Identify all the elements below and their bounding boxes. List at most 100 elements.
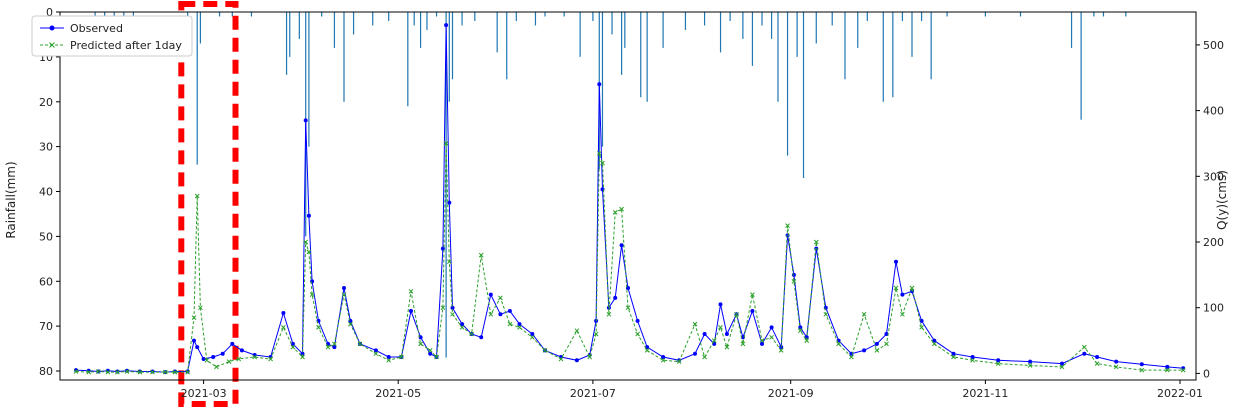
observed-point: [201, 357, 206, 361]
predicted-point: [124, 369, 130, 374]
predicted-point: [191, 315, 197, 320]
observed-point: [332, 345, 337, 350]
predicted-point: [919, 325, 924, 330]
rainfall-bar: [1093, 12, 1095, 17]
rainfall-bar: [984, 12, 986, 17]
rainfall-bar: [563, 12, 565, 17]
observed-point: [1060, 361, 1064, 366]
left-tick-label: 20: [39, 96, 53, 109]
predicted-point: [724, 344, 730, 350]
rainfall-bar: [771, 12, 773, 39]
observed-point: [791, 272, 796, 277]
predicted-point: [507, 321, 513, 327]
rainfall-bar: [113, 12, 115, 17]
predicted-point: [660, 357, 666, 363]
predicted-point: [606, 311, 612, 317]
observed-point: [574, 358, 579, 363]
predicted-point: [574, 328, 580, 334]
predicted-point: [517, 325, 522, 330]
predicted-point: [418, 341, 423, 347]
x-tick-label: 2021-05: [375, 387, 421, 400]
rainfall-bar: [930, 12, 932, 80]
predicted-point: [488, 311, 494, 317]
predicted-point: [162, 369, 168, 375]
observed-point: [1028, 359, 1033, 364]
observed-point: [386, 355, 391, 359]
predicted-point: [778, 348, 784, 353]
observed-point: [1139, 362, 1144, 367]
rainfall-bar: [624, 12, 626, 48]
legend-predicted-label: Predicted after 1day: [70, 39, 182, 52]
predicted-point: [900, 311, 905, 317]
predicted-point: [443, 141, 449, 146]
right-tick-label: 300: [1203, 170, 1224, 183]
observed-point: [230, 341, 235, 346]
predicted-point: [172, 369, 178, 375]
predicted-point: [325, 344, 331, 350]
rainfall-bar: [592, 12, 594, 21]
observed-point: [798, 325, 803, 330]
predicted-point: [226, 359, 232, 364]
left-tick-label: 80: [39, 365, 53, 378]
predicted-point: [542, 348, 548, 353]
right-tick-label: 0: [1203, 367, 1210, 380]
rainfall-bar: [321, 12, 323, 17]
rainfall-bar: [506, 12, 508, 80]
rainfall-bar: [796, 12, 798, 57]
rainfall-bar: [104, 12, 106, 17]
rainfall-bar: [343, 12, 345, 102]
observed-point: [635, 318, 640, 323]
predicted-point: [593, 331, 599, 337]
rainfall-bar: [684, 12, 687, 30]
predicted-point: [797, 328, 803, 334]
predicted-point: [137, 369, 143, 375]
rainfall-bar: [132, 12, 134, 17]
predicted-point: [115, 369, 120, 375]
observed-point: [530, 332, 535, 336]
left-tick-label: 40: [39, 186, 53, 199]
rainfall-bar: [831, 12, 833, 26]
rainfall-bar: [435, 12, 438, 17]
rainfall-bar: [742, 12, 744, 39]
rainfall-bar: [448, 12, 450, 102]
predicted-point: [711, 338, 717, 343]
predicted-point: [459, 325, 465, 330]
predicted-point: [734, 311, 739, 317]
rainfall-bar: [719, 12, 722, 53]
rainfall-bar: [640, 12, 642, 98]
predicted-point: [995, 361, 1001, 366]
highlight-box: [178, 1, 239, 407]
observed-point: [498, 312, 503, 317]
observed-point: [460, 322, 465, 327]
observed-point: [290, 341, 295, 346]
flow-series: [73, 23, 1186, 375]
x-tick-label: 2022-01: [1157, 387, 1203, 400]
plot-frame: [59, 11, 1197, 381]
predicted-point: [893, 285, 899, 291]
predicted-point: [619, 206, 624, 212]
right-axis-label: Q(y)(cms): [1215, 170, 1229, 230]
observed-point: [450, 305, 455, 310]
predicted-point: [750, 292, 755, 297]
rainfall-bar: [250, 12, 253, 17]
rainfall-bar: [515, 12, 517, 21]
observed-point: [300, 351, 305, 356]
predicted-point: [635, 331, 640, 337]
predicted-point: [1139, 367, 1145, 373]
observed-point: [693, 351, 697, 356]
predicted-point: [214, 364, 219, 370]
predicted-point: [204, 357, 210, 363]
right-tick-label: 200: [1203, 236, 1224, 249]
predicted-point: [587, 354, 593, 360]
rainfall-bar: [196, 12, 198, 165]
predicted-point: [306, 249, 312, 255]
predicted-point: [332, 341, 337, 347]
predicted-point: [970, 357, 975, 363]
observed-point: [1165, 364, 1170, 369]
observed-point: [1114, 359, 1119, 364]
rainfall-bar: [777, 12, 779, 102]
predicted-point: [316, 325, 321, 330]
rainfall-bar: [289, 12, 291, 57]
observed-point: [661, 355, 666, 359]
